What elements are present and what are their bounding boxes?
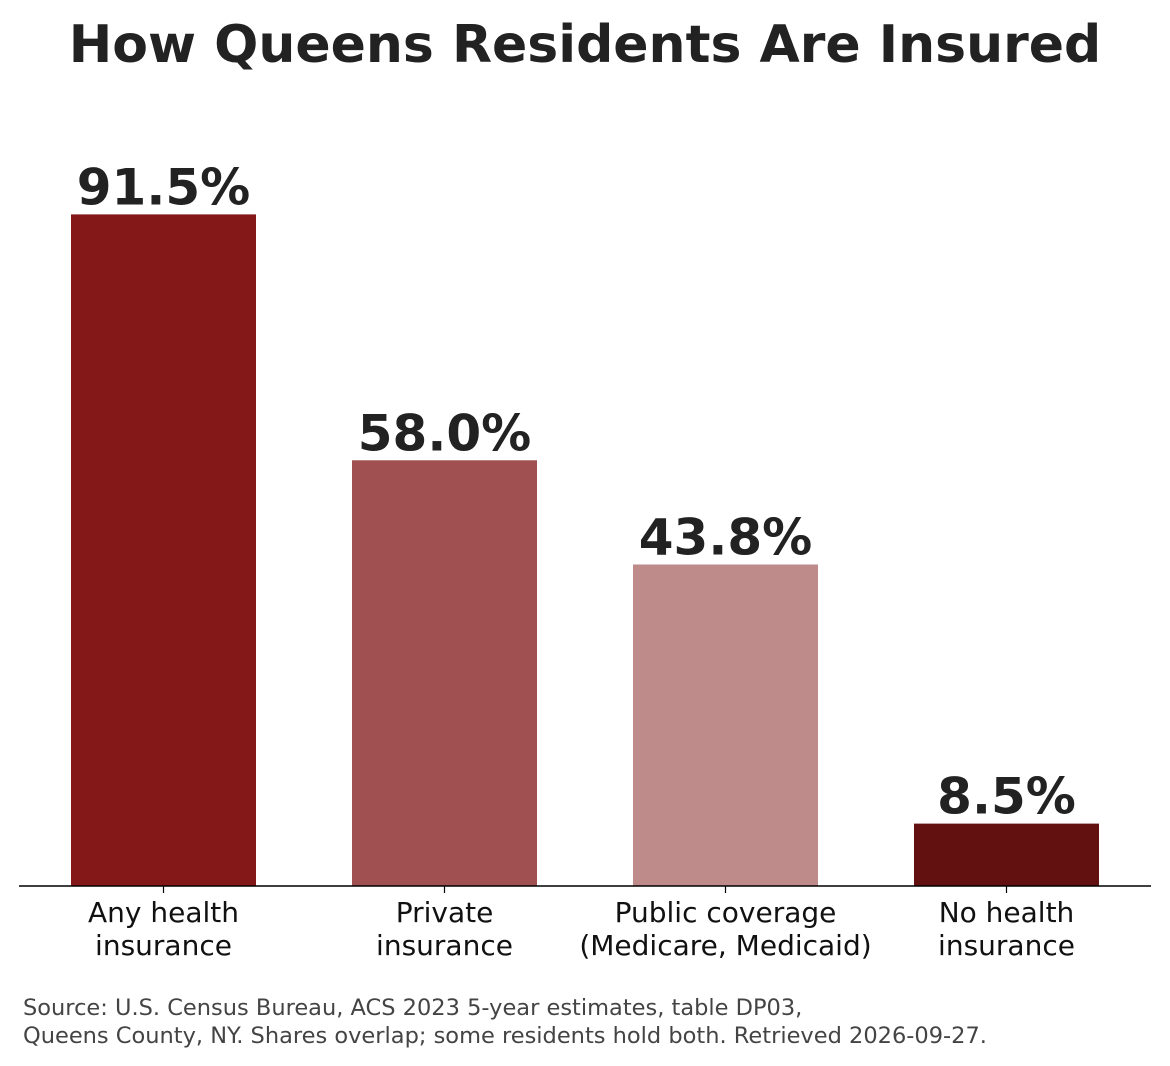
bar-value-label-1: 91.5% [77, 158, 250, 216]
bar-value-label-4: 8.5% [937, 768, 1076, 826]
x-tick-label-1-line-2: insurance [95, 929, 232, 962]
source-note: Source: U.S. Census Bureau, ACS 2023 5-y… [23, 994, 987, 1050]
bar-1 [71, 214, 256, 886]
chart-title: How Queens Residents Are Insured [69, 15, 1101, 75]
bars-group: 91.5% 58.0% 43.8% 8.5% [71, 158, 1099, 886]
x-tick-label-3: Public coverage (Medicare, Medicaid) [579, 896, 871, 962]
source-line-1: Source: U.S. Census Bureau, ACS 2023 5-y… [23, 995, 803, 1021]
bar-4 [914, 823, 1099, 886]
x-tick-label-4-line-1: No health [939, 896, 1075, 929]
bar-value-label-3: 43.8% [639, 509, 812, 567]
x-tick-label-2-line-1: Private [396, 896, 494, 929]
bar-value-label-2: 58.0% [358, 404, 531, 462]
bar-3 [633, 564, 818, 886]
source-line-2: Queens County, NY. Shares overlap; some … [23, 1023, 987, 1049]
x-tick-label-4: No health insurance [938, 896, 1075, 962]
x-tick-label-1: Any health insurance [88, 896, 239, 962]
x-tick-label-4-line-2: insurance [938, 929, 1075, 962]
bar-2 [352, 460, 537, 886]
x-tick-label-1-line-1: Any health [88, 896, 239, 929]
x-tick-label-3-line-1: Public coverage [615, 896, 837, 929]
x-tick-label-3-line-2: (Medicare, Medicaid) [579, 929, 871, 962]
x-tick-label-2-line-2: insurance [376, 929, 513, 962]
x-tick-label-2: Private insurance [376, 896, 513, 962]
